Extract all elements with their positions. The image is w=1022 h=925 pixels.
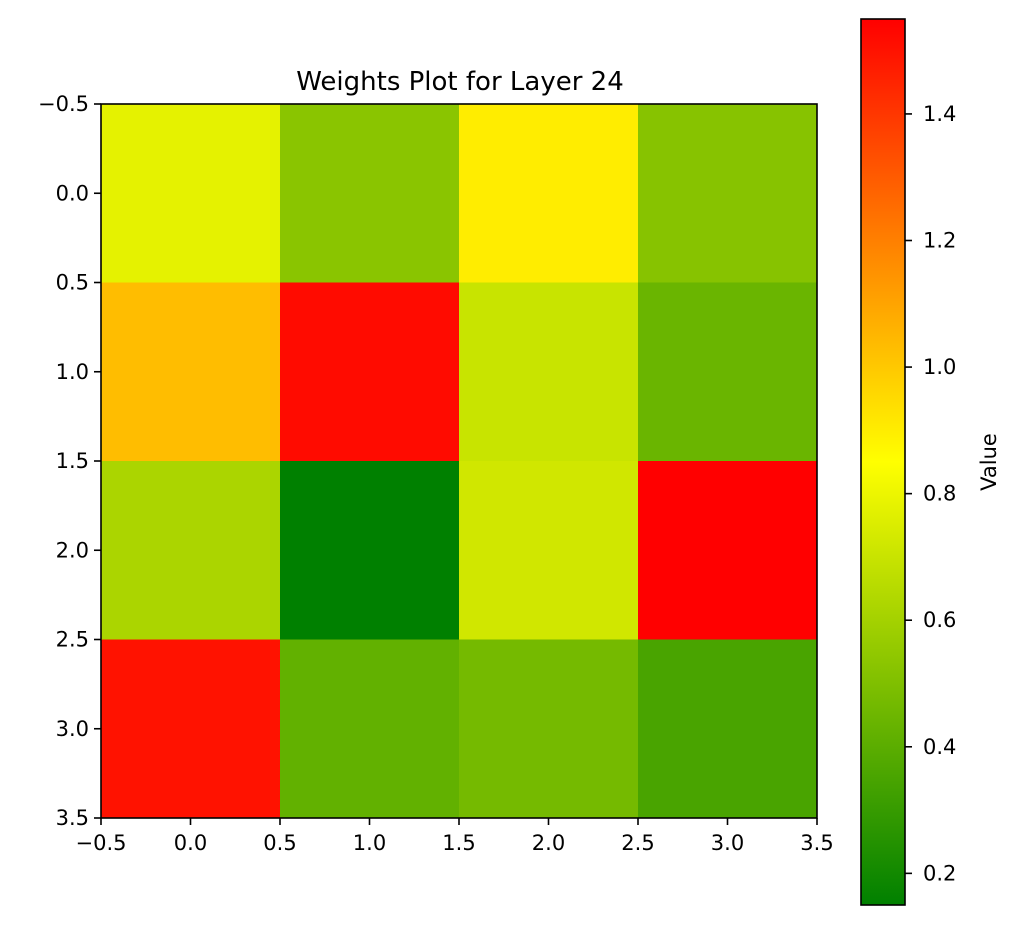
heatmap-cell: [459, 104, 639, 283]
colorbar: [860, 18, 906, 906]
colorbar-tick-label: 0.4: [923, 735, 956, 759]
chart-title: Weights Plot for Layer 24: [296, 67, 624, 97]
colorbar-axis: 0.2 0.4 0.6 0.8 1.0 1.2 1.4: [905, 102, 956, 885]
heatmap-cell: [459, 639, 639, 819]
colorbar-tick-label: 1.0: [923, 355, 956, 379]
y-tick-label: 2.0: [56, 538, 89, 562]
x-tick-label: 3.0: [711, 831, 744, 855]
heatmap-cell: [459, 282, 639, 462]
colorbar-tick-label: 0.2: [923, 861, 956, 885]
y-tick-label: 2.5: [56, 628, 89, 652]
heatmap-cell: [101, 639, 281, 819]
heatmap-cell: [280, 461, 460, 640]
colorbar-tick-label: 1.4: [923, 102, 956, 126]
x-tick-label: 2.0: [532, 831, 565, 855]
colorbar-label: Value: [977, 433, 1001, 491]
x-tick-label: 0.0: [174, 831, 207, 855]
y-tick-label: 3.0: [56, 717, 89, 741]
colorbar-tick-label: 0.8: [923, 482, 956, 506]
y-tick-label: 3.5: [56, 806, 89, 830]
x-tick-label: 1.0: [353, 831, 386, 855]
colorbar-tick-label: 1.2: [923, 229, 956, 253]
x-tick-label: 1.5: [442, 831, 475, 855]
x-tick-label: −0.5: [76, 831, 127, 855]
y-tick-label: 0.0: [56, 181, 89, 205]
x-tick-label: 2.5: [621, 831, 654, 855]
heatmap-cell: [280, 639, 460, 819]
heatmap-cell: [101, 282, 281, 462]
x-axis: −0.5 0.0 0.5 1.0 1.5 2.0 2.5 3.0 3.5: [76, 818, 834, 855]
y-tick-label: 1.5: [56, 449, 89, 473]
y-tick-label: −0.5: [38, 92, 89, 116]
heatmap-cell: [101, 461, 281, 640]
heatmap-cell: [459, 461, 639, 640]
heatmap-cell: [638, 104, 818, 283]
heatmap-cell: [638, 461, 818, 640]
heatmap-cell: [280, 104, 460, 283]
heatmap-cell: [638, 639, 818, 819]
y-tick-label: 1.0: [56, 360, 89, 384]
heatmap-cells: [101, 104, 818, 819]
y-tick-label: 0.5: [56, 271, 89, 295]
y-axis: −0.5 0.0 0.5 1.0 1.5 2.0 2.5 3.0 3.5: [38, 92, 101, 830]
x-tick-label: 3.5: [800, 831, 833, 855]
x-tick-label: 0.5: [263, 831, 296, 855]
heatmap-cell: [280, 282, 460, 462]
heatmap-cell: [638, 282, 818, 462]
heatmap-cell: [101, 104, 281, 283]
colorbar-tick-label: 0.6: [923, 608, 956, 632]
